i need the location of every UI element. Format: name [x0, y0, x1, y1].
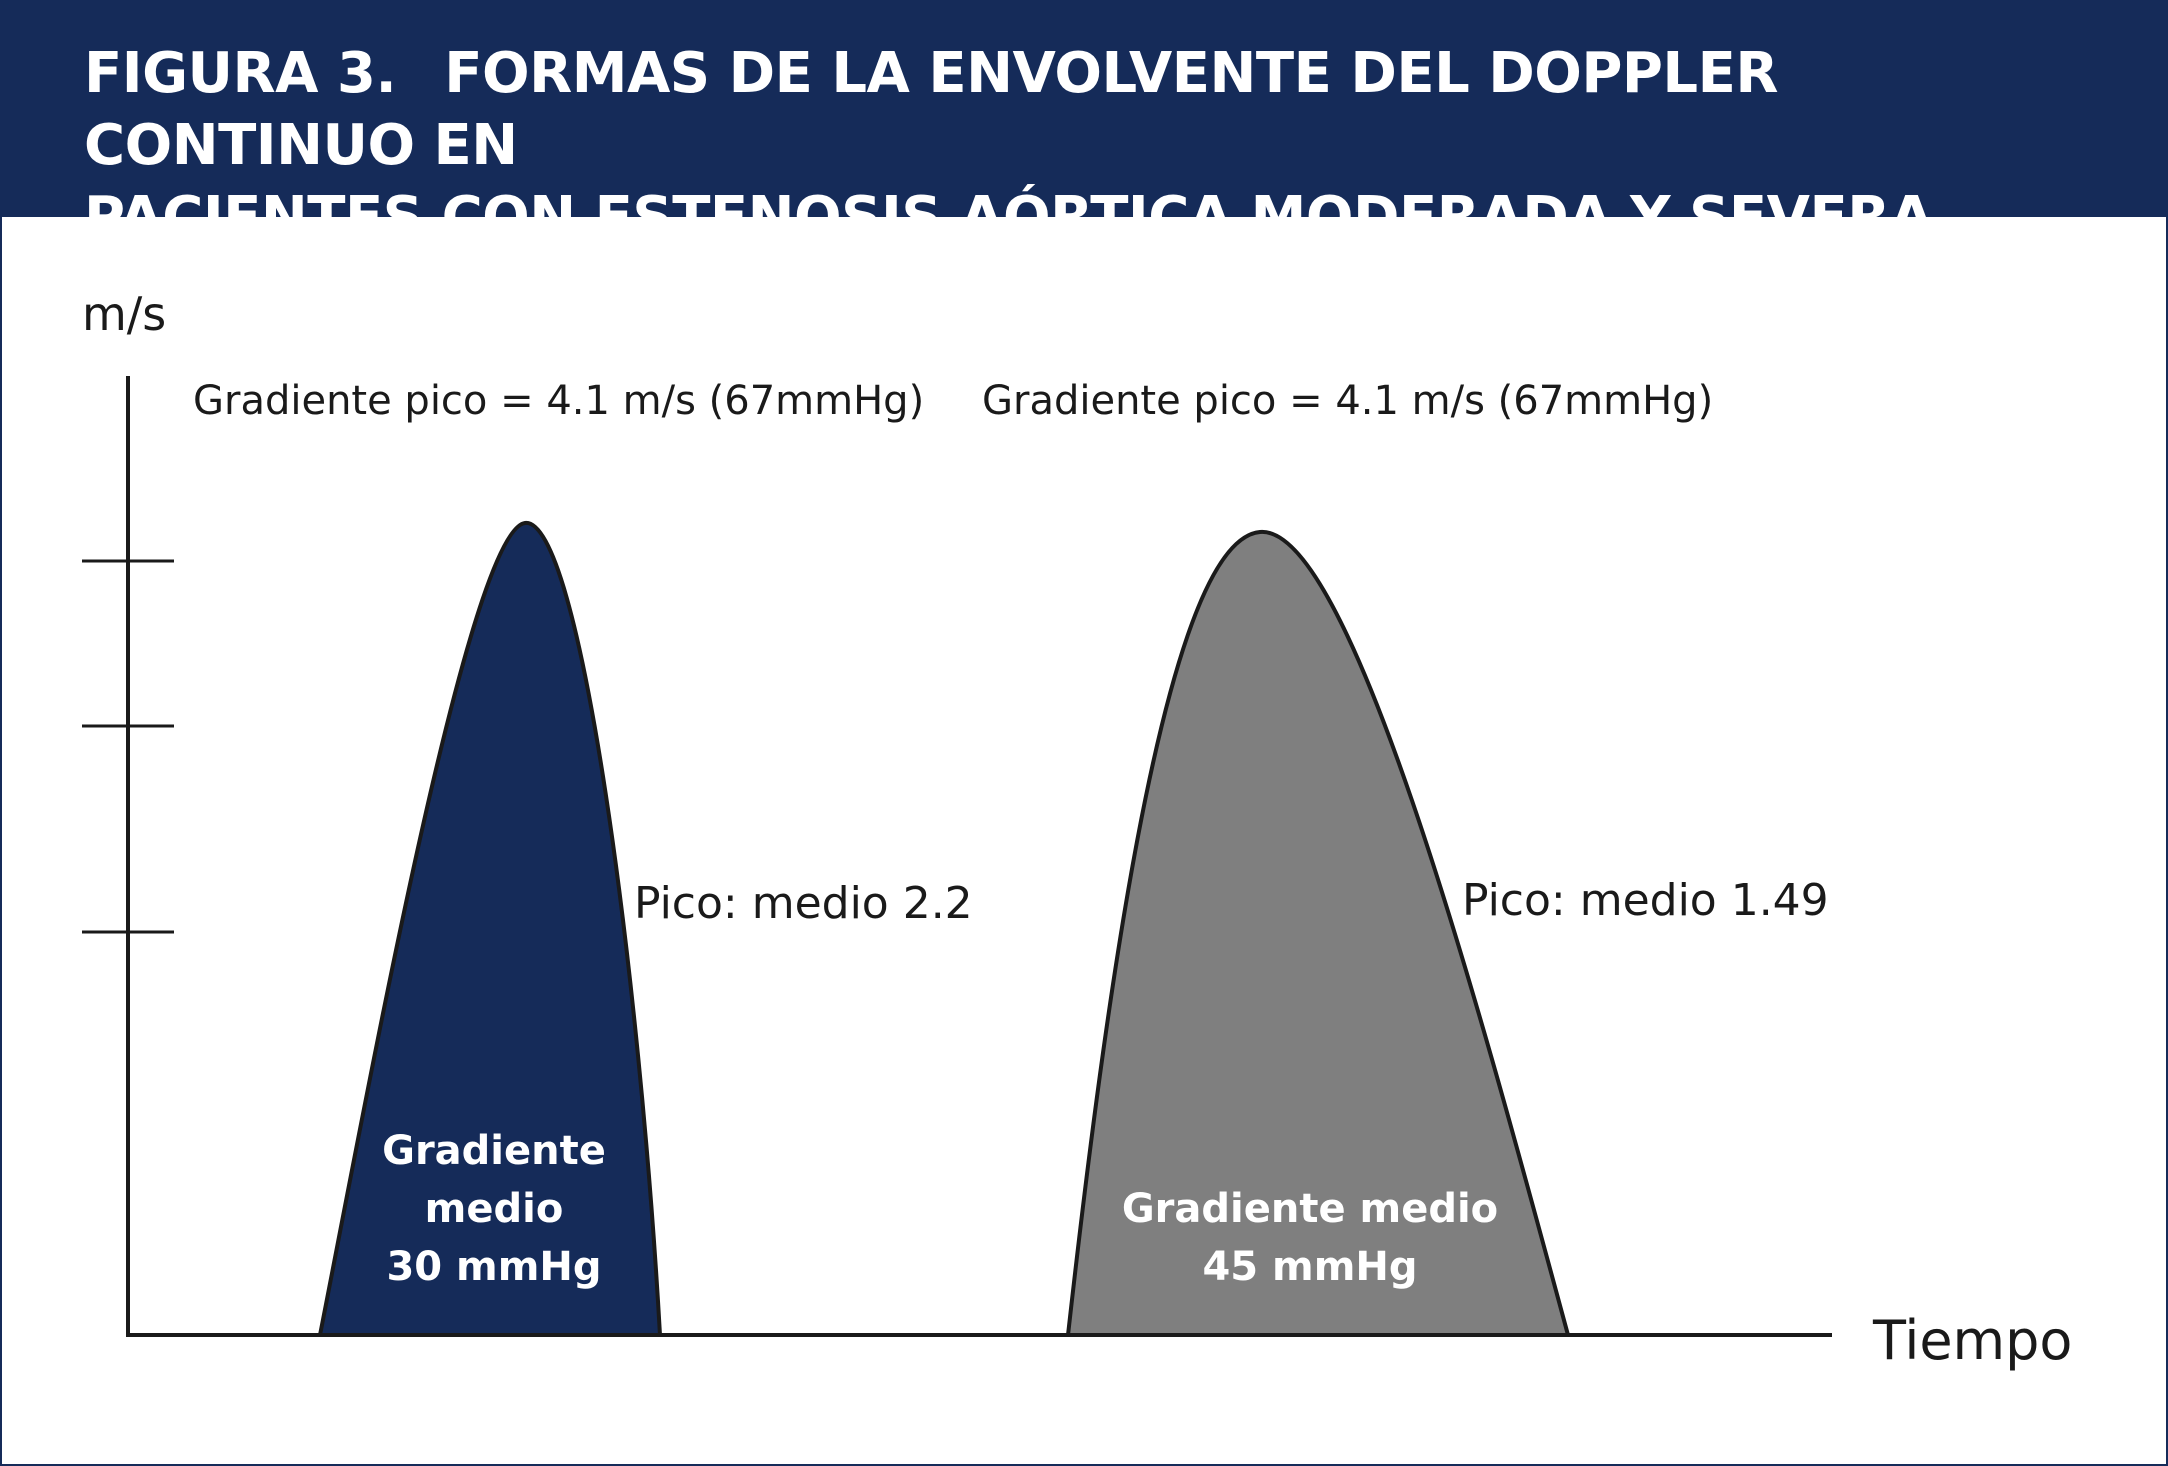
peak-gradient-label-1: Gradiente pico = 4.1 m/s (67mmHg): [193, 378, 924, 424]
title-line-1: FORMAS DE LA ENVOLVENTE DEL DOPPLER CONT…: [84, 41, 1778, 178]
doppler-envelope-2: [1065, 529, 1571, 1337]
peak-gradient-label-2: Gradiente pico = 4.1 m/s (67mmHg): [982, 378, 1713, 424]
peak-mean-ratio-label-2: Pico: medio 1.49: [1462, 875, 1829, 926]
mean-gradient-value-2: 45 mmHg: [1202, 1244, 1417, 1290]
figure-label: FIGURA 3.: [84, 41, 397, 106]
figure-title: FIGURA 3. FORMAS DE LA ENVOLVENTE DEL DOP…: [84, 38, 2124, 254]
x-axis-label: Tiempo: [1872, 1309, 2072, 1372]
mean-gradient-label-1: medio: [425, 1186, 564, 1232]
doppler-envelope-1: [317, 520, 663, 1337]
y-axis-unit: m/s: [82, 287, 166, 341]
figure-header: FIGURA 3. FORMAS DE LA ENVOLVENTE DEL DOP…: [0, 0, 2168, 250]
mean-gradient-label-2: Gradiente medio: [1122, 1186, 1498, 1232]
title-line-2: PACIENTES CON ESTENOSIS AÓRTICA MODERADA…: [84, 185, 1933, 250]
mean-gradient-label-1: Gradiente: [382, 1128, 606, 1174]
peak-mean-ratio-label-1: Pico: medio 2.2: [634, 878, 973, 929]
mean-gradient-value-1: 30 mmHg: [386, 1244, 601, 1290]
